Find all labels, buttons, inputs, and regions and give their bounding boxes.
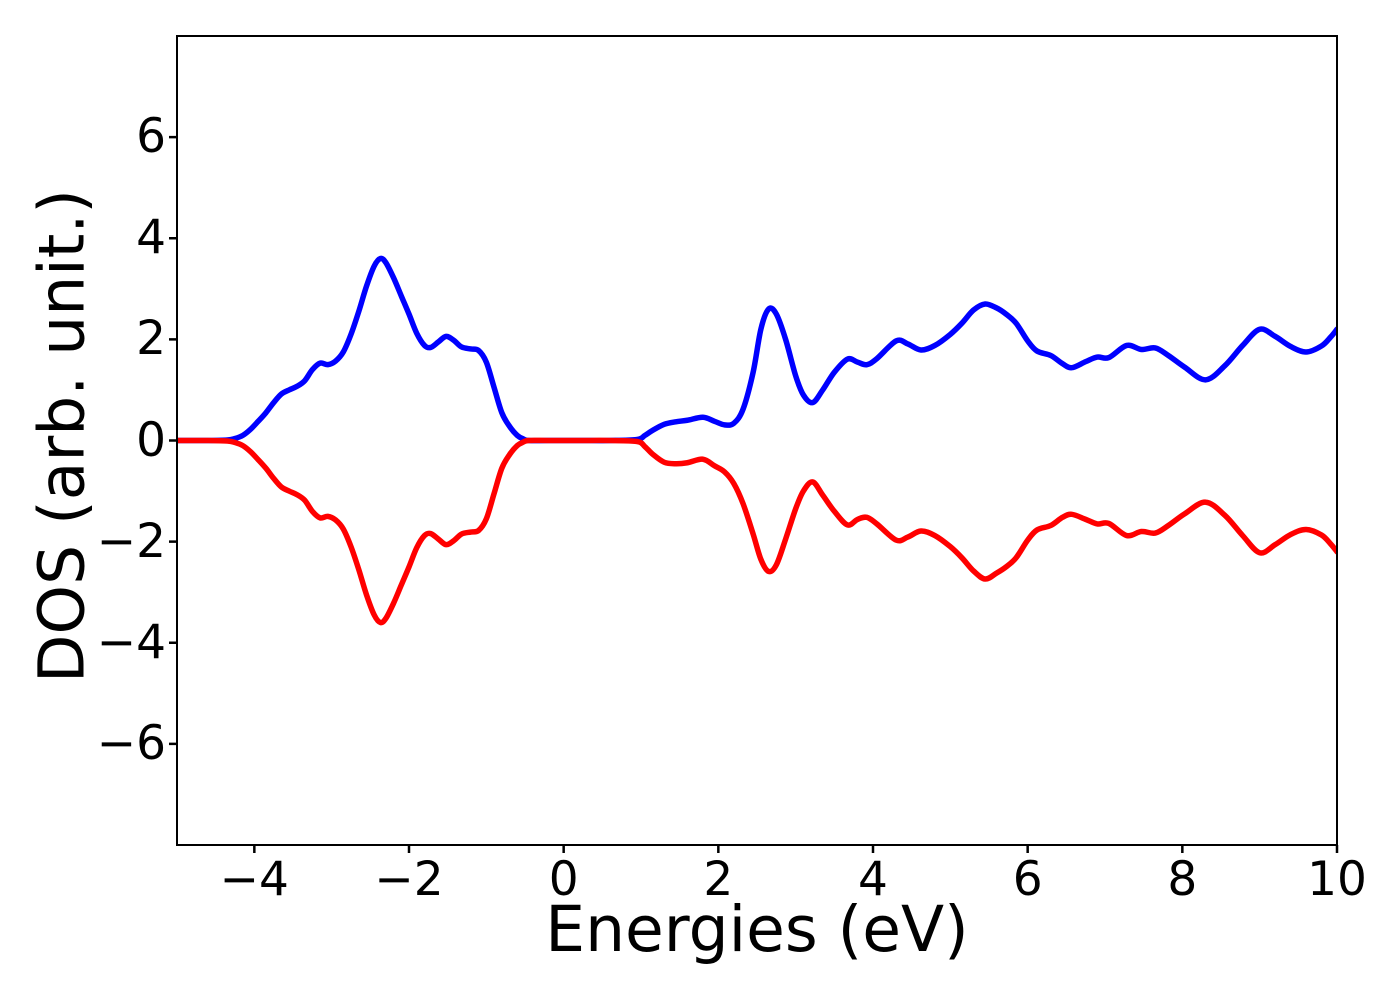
y-tick-label: 6	[136, 109, 166, 165]
x-axis-label: Energies (eV)	[545, 893, 969, 966]
y-tick-label: −6	[96, 715, 166, 771]
y-tick-label: −2	[96, 513, 166, 569]
axes-border	[176, 35, 1338, 846]
spin-down-curve	[177, 437, 1337, 626]
x-tick-label: −4	[219, 852, 289, 907]
y-axis-label: DOS (arb. unit.)	[25, 189, 99, 683]
y-tick-label: 0	[136, 412, 166, 468]
spin-up-curve	[177, 255, 1337, 444]
y-tick-label: −4	[96, 614, 166, 670]
y-tick-label: 2	[136, 311, 166, 367]
x-tick-label: −2	[374, 852, 444, 907]
y-tick-label: 4	[136, 210, 166, 266]
x-tick-label: 4	[858, 852, 888, 907]
x-tick-label: 2	[703, 852, 734, 907]
x-tick-label: 8	[1167, 852, 1198, 907]
x-tick-label: 6	[1012, 852, 1043, 907]
x-tick-label: 10	[1307, 852, 1367, 907]
x-tick-label: 0	[548, 852, 579, 907]
